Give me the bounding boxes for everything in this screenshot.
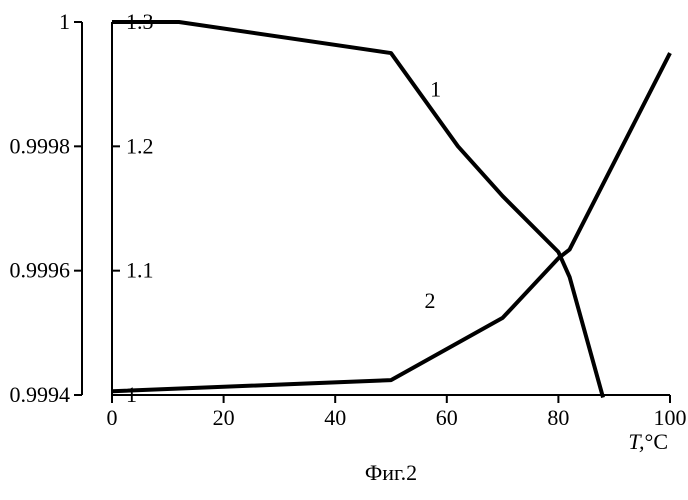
series-1	[112, 22, 603, 397]
x-tick-label: 20	[213, 405, 235, 430]
aux-y-tick-label: 1	[59, 9, 70, 34]
x-tick-label: 40	[324, 405, 346, 430]
x-tick-label: 100	[654, 405, 687, 430]
series-2-label: 2	[425, 288, 436, 313]
series-1-label: 1	[430, 77, 441, 102]
aux-y-tick-label: 0.9994	[10, 382, 71, 407]
x-tick-label: 80	[547, 405, 569, 430]
x-axis-label: T,°C	[628, 429, 668, 454]
x-tick-label: 0	[107, 405, 118, 430]
figure-svg: 10.99980.99960.999402040608010011.11.21.…	[0, 0, 688, 500]
aux-y-tick-label: 0.9996	[10, 258, 71, 283]
figure-caption: Фиг.2	[365, 460, 417, 485]
y-tick-label: 1.1	[126, 258, 154, 283]
aux-y-tick-label: 0.9998	[10, 133, 71, 158]
x-tick-label: 60	[436, 405, 458, 430]
y-tick-label: 1.2	[126, 133, 154, 158]
y-tick-label: 1	[126, 382, 137, 407]
